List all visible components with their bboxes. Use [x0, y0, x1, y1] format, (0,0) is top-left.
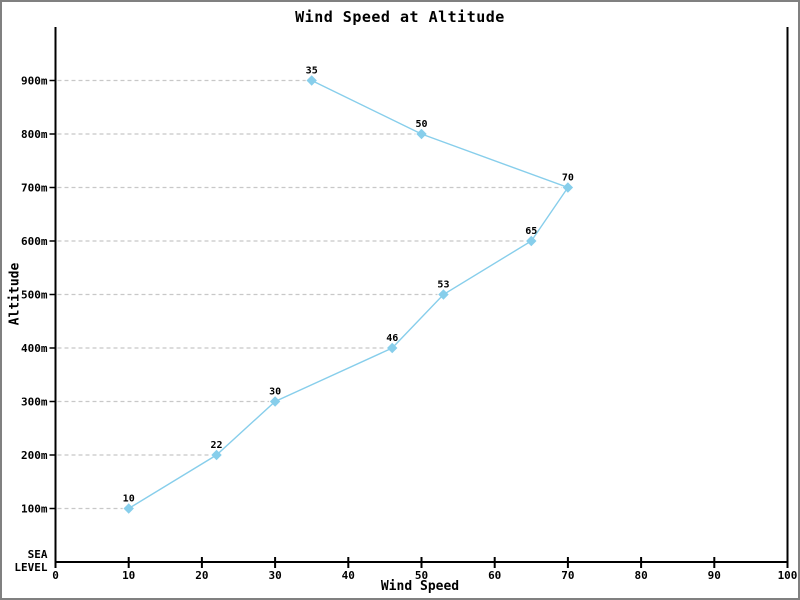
data-point-label: 10 — [123, 494, 135, 505]
y-tick-label: 200m — [21, 449, 48, 462]
data-point-marker — [416, 128, 427, 140]
x-tick-label: 60 — [488, 569, 501, 582]
x-tick-label: 70 — [561, 569, 574, 582]
data-point-marker — [123, 503, 134, 514]
data-point-marker — [562, 182, 574, 193]
x-tick-label: 80 — [634, 569, 647, 582]
data-point-label: 50 — [415, 119, 427, 130]
y-tick-label: 600m — [21, 235, 48, 248]
y-tick-label: 100m — [21, 503, 48, 516]
x-tick-label: 50 — [415, 569, 428, 582]
x-tick-label: 30 — [268, 569, 281, 582]
data-point-marker — [211, 449, 222, 461]
data-point-label: 30 — [269, 387, 281, 398]
y-tick-label: 500m — [21, 289, 48, 302]
chart-title: Wind Speed at Altitude — [295, 8, 505, 26]
data-point-label: 22 — [211, 440, 223, 451]
x-tick-label: 90 — [708, 569, 721, 582]
data-point-label: 46 — [386, 333, 398, 344]
data-point-marker — [269, 396, 281, 407]
y-tick-label: 300m — [21, 396, 48, 409]
y-tick-label: 700m — [21, 182, 48, 195]
sea-level-label-line2: LEVEL — [14, 561, 47, 574]
sea-level-label-line1: SEA — [28, 548, 48, 561]
y-tick-label: 800m — [21, 128, 48, 141]
y-tick-label: 400m — [21, 342, 48, 355]
data-point-marker — [526, 235, 537, 247]
x-axis-label: Wind Speed — [380, 579, 460, 594]
x-tick-label: 0 — [52, 569, 59, 582]
x-tick-label: 40 — [342, 569, 355, 582]
x-tick-label: 10 — [122, 569, 135, 582]
y-axis-label: Altitude — [7, 262, 23, 326]
data-point-label: 65 — [525, 226, 537, 237]
x-tick-label: 100 — [778, 569, 798, 582]
data-point-label: 35 — [306, 66, 318, 77]
data-point-marker — [387, 342, 398, 354]
data-point-label: 70 — [562, 173, 574, 184]
x-tick-label: 20 — [195, 569, 208, 582]
data-point-label: 53 — [437, 280, 449, 291]
data-point-marker — [306, 75, 317, 86]
data-point-marker — [438, 289, 449, 300]
y-tick-label: 900m — [21, 75, 48, 88]
